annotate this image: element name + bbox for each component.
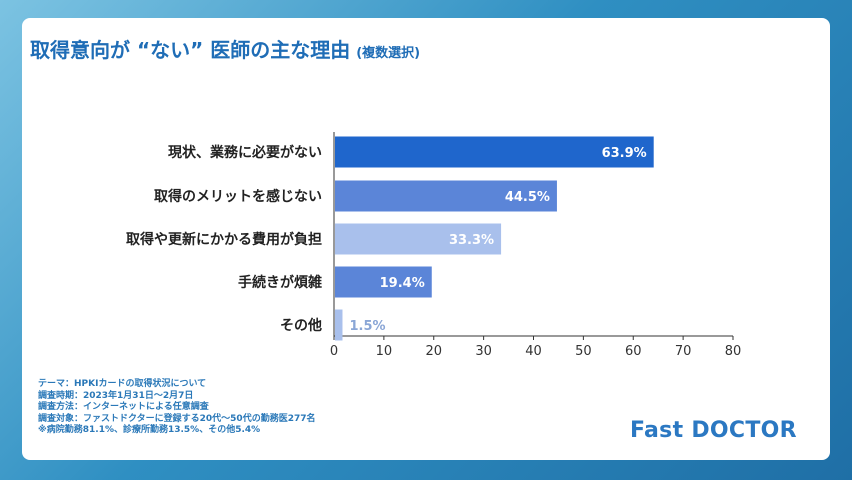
chart-title-sub: (複数選択) bbox=[356, 46, 421, 61]
x-tick-label: 70 bbox=[675, 344, 692, 359]
chart-title: 取得意向が “ない” 医師の主な理由 (複数選択) bbox=[30, 34, 420, 63]
bar bbox=[335, 266, 432, 298]
x-tick-label: 0 bbox=[330, 344, 338, 359]
bar-value-label: 33.3% bbox=[449, 233, 494, 248]
bar bbox=[335, 180, 557, 212]
bar bbox=[335, 136, 654, 168]
chart-title-main: 取得意向が “ない” 医師の主な理由 bbox=[30, 38, 351, 62]
x-tick-label: 10 bbox=[376, 344, 393, 359]
bar bbox=[335, 309, 343, 341]
category-label: 現状、業務に必要がない bbox=[168, 145, 322, 161]
category-label: 取得のメリットを感じない bbox=[154, 189, 322, 205]
category-label: 取得や更新にかかる費用が負担 bbox=[126, 232, 322, 248]
x-tick-label: 40 bbox=[525, 344, 542, 359]
category-label: その他 bbox=[280, 318, 322, 334]
bar bbox=[335, 223, 502, 255]
x-tick-label: 30 bbox=[475, 344, 492, 359]
x-tick-label: 80 bbox=[725, 344, 742, 359]
note-method: 調査方法：インターネットによる任意調査 bbox=[38, 402, 209, 412]
survey-notes: テーマ：HPKIカードの取得状況について 調査時期：2023年1月31日〜2月7… bbox=[38, 379, 315, 437]
note-breakdown: ※病院勤務81.1%、診療所勤務13.5%、その他5.4% bbox=[38, 425, 261, 435]
note-period: 調査時期：2023年1月31日〜2月7日 bbox=[38, 390, 194, 401]
note-theme: テーマ：HPKIカードの取得状況について bbox=[38, 379, 207, 389]
category-label: 手続きが煩雑 bbox=[238, 275, 322, 291]
bar-value-label: 19.4% bbox=[380, 276, 425, 291]
bar-value-label: 44.5% bbox=[505, 190, 550, 205]
x-tick-label: 50 bbox=[575, 344, 592, 359]
x-tick-label: 20 bbox=[425, 344, 442, 359]
x-tick-label: 60 bbox=[625, 344, 642, 359]
note-target: 調査対象：ファストドクターに登録する20代〜50代の勤務医277名 bbox=[38, 413, 316, 424]
bar-value-label: 1.5% bbox=[349, 319, 385, 334]
fast-doctor-logo: Fast DOCTOR bbox=[630, 418, 797, 443]
bar-value-label: 63.9% bbox=[602, 146, 647, 161]
